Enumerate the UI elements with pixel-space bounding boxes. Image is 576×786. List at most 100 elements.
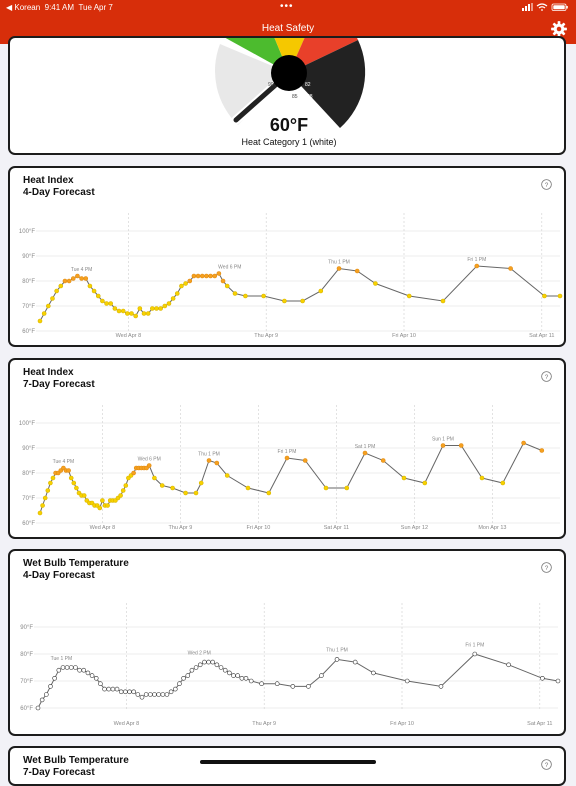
data-point bbox=[204, 273, 209, 279]
data-point bbox=[62, 278, 68, 284]
data-point bbox=[164, 692, 170, 697]
data-point bbox=[371, 670, 376, 676]
data-point bbox=[198, 480, 204, 486]
data-point bbox=[100, 298, 105, 304]
data-point bbox=[500, 480, 506, 486]
data-point bbox=[179, 283, 184, 289]
data-point bbox=[50, 475, 56, 481]
data-point bbox=[352, 659, 358, 665]
data-point bbox=[35, 705, 41, 711]
x-day-label: Mon Apr 13 bbox=[478, 525, 506, 531]
x-day-label: Wed Apr 8 bbox=[116, 333, 142, 339]
data-point bbox=[58, 283, 64, 289]
data-point bbox=[60, 665, 66, 670]
x-day-label: Wed Apr 8 bbox=[90, 525, 116, 531]
x-day-label: Fri Apr 10 bbox=[390, 721, 414, 727]
data-point bbox=[508, 266, 513, 271]
data-point bbox=[193, 665, 199, 670]
peak-annotation: Sun 1 PM bbox=[432, 437, 454, 443]
data-point bbox=[104, 301, 109, 306]
heat-index-4day-card: Heat Index 4-Day Forecast ? 100°F 90°F 80°F… bbox=[8, 166, 566, 347]
data-point bbox=[133, 313, 138, 319]
data-point bbox=[39, 697, 45, 703]
data-point bbox=[243, 676, 249, 681]
data-point bbox=[170, 296, 176, 301]
data-point bbox=[208, 273, 213, 279]
data-point bbox=[284, 455, 290, 461]
x-day-label: Sat Apr 11 bbox=[529, 333, 554, 339]
data-point bbox=[73, 665, 78, 670]
data-point bbox=[214, 662, 220, 668]
x-day-label: Wed Apr 8 bbox=[114, 721, 140, 727]
help-icon[interactable]: ? bbox=[541, 562, 552, 573]
heat-gauge-card: 90 82 85 88 60°F Heat Category 1 (white) bbox=[8, 36, 566, 155]
data-point bbox=[166, 301, 172, 306]
x-day-label: Sun Apr 12 bbox=[401, 525, 428, 531]
data-point bbox=[222, 667, 228, 673]
x-day-label: Sat Apr 11 bbox=[324, 525, 349, 531]
gauge-black-sector bbox=[289, 40, 366, 128]
data-point bbox=[474, 263, 480, 269]
data-point bbox=[231, 673, 236, 678]
data-point bbox=[91, 288, 97, 294]
data-point bbox=[44, 692, 49, 697]
y-tick-label: 70°F bbox=[20, 679, 33, 685]
y-tick-label: 60°F bbox=[22, 329, 35, 335]
gear-icon[interactable] bbox=[550, 20, 568, 38]
svg-text:?: ? bbox=[545, 182, 549, 189]
heat-gauge: 90 82 85 88 60°F Heat Category 1 (white) bbox=[214, 38, 366, 147]
x-day-label: Thu Apr 9 bbox=[168, 525, 192, 531]
data-point bbox=[306, 684, 311, 689]
peak-annotation: Thu 1 PM bbox=[328, 260, 350, 266]
peak-annotation: Sat 1 PM bbox=[355, 444, 376, 450]
data-point bbox=[108, 301, 114, 306]
data-point bbox=[89, 673, 95, 678]
data-point bbox=[116, 308, 122, 314]
svg-text:?: ? bbox=[545, 374, 549, 381]
data-point bbox=[521, 440, 526, 446]
data-point bbox=[97, 505, 103, 511]
data-point bbox=[120, 308, 126, 314]
home-indicator[interactable] bbox=[200, 760, 376, 764]
help-icon[interactable]: ? bbox=[541, 371, 552, 382]
data-point bbox=[557, 293, 563, 299]
data-point bbox=[206, 458, 212, 463]
data-point bbox=[41, 311, 47, 316]
data-point bbox=[181, 676, 186, 681]
data-point bbox=[143, 692, 149, 697]
data-point bbox=[66, 278, 72, 284]
help-icon[interactable]: ? bbox=[541, 179, 552, 190]
data-point bbox=[206, 659, 211, 665]
data-point bbox=[197, 662, 203, 668]
svg-text:?: ? bbox=[545, 762, 549, 769]
data-point bbox=[71, 480, 77, 486]
data-point bbox=[120, 488, 126, 493]
y-tick-label: 70°F bbox=[22, 304, 35, 310]
gauge-green-sector bbox=[225, 38, 289, 73]
multitasking-dots[interactable]: ••• bbox=[280, 1, 294, 12]
data-point bbox=[183, 490, 188, 496]
card-title: Heat Index 4-Day Forecast bbox=[23, 175, 95, 198]
temperature-value: 60°F bbox=[270, 115, 308, 135]
data-point bbox=[106, 686, 112, 692]
data-point bbox=[542, 293, 547, 299]
peak-annotation: Tue 4 PM bbox=[53, 459, 75, 465]
data-point bbox=[95, 293, 101, 299]
data-point bbox=[373, 281, 378, 286]
data-point bbox=[70, 276, 76, 281]
data-point bbox=[168, 689, 174, 695]
data-point bbox=[42, 495, 48, 501]
peak-annotation: Thu 1 PM bbox=[326, 648, 348, 654]
data-point bbox=[334, 657, 340, 662]
x-day-label: Thu Apr 9 bbox=[252, 721, 276, 727]
data-point bbox=[216, 271, 222, 276]
back-to-app-link[interactable]: ◀ Korean 9:41 AM Tue Apr 7 bbox=[6, 3, 113, 12]
status-right bbox=[522, 3, 570, 13]
data-point bbox=[83, 276, 89, 281]
data-point bbox=[64, 665, 70, 670]
data-point bbox=[150, 306, 155, 311]
help-icon[interactable]: ? bbox=[541, 759, 552, 770]
data-point bbox=[152, 692, 157, 697]
data-point bbox=[177, 681, 182, 686]
data-point bbox=[135, 692, 141, 697]
